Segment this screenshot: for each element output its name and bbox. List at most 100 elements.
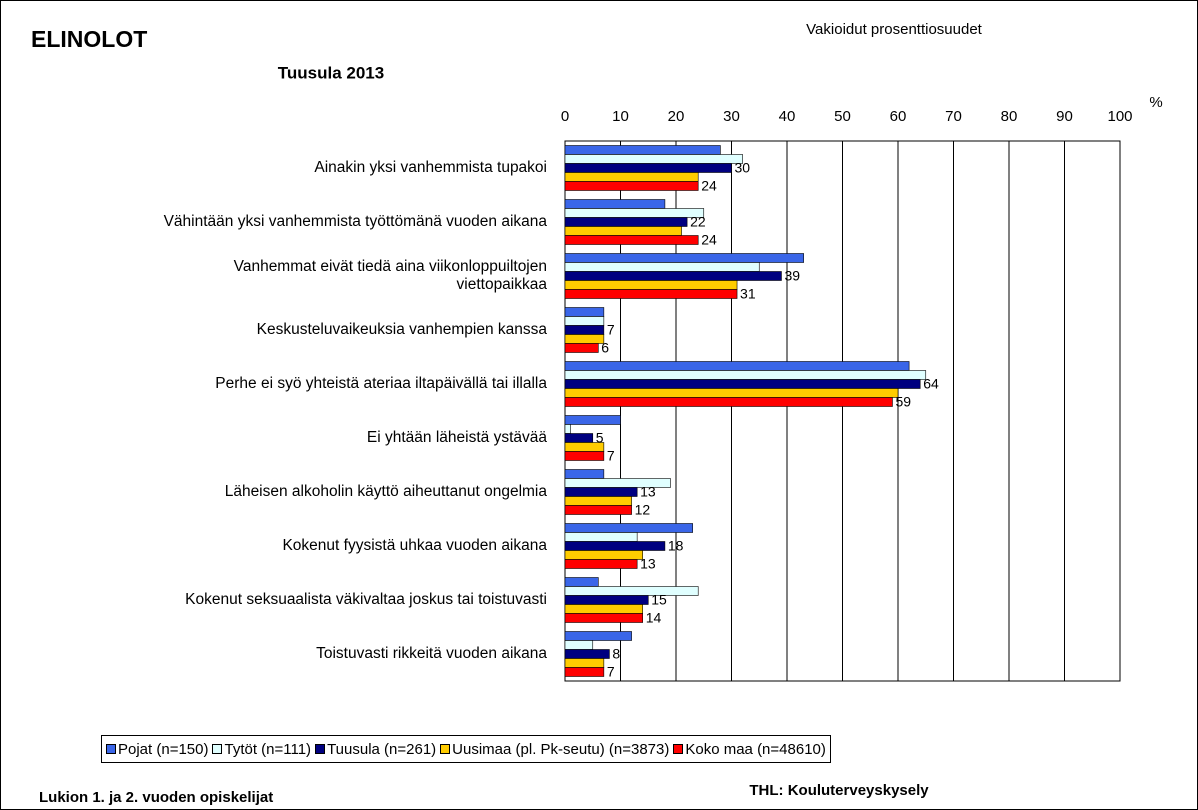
bar (564, 379, 921, 389)
footer-right: THL: Kouluterveyskysely (749, 782, 929, 799)
x-tick-label: 90 (1056, 108, 1073, 125)
bar (564, 424, 571, 434)
legend-item: Uusimaa (pl. Pk-seutu) (n=3873) (440, 741, 669, 758)
bar (564, 262, 760, 272)
category-label: Läheisen alkoholin käyttö aiheuttanut on… (224, 483, 547, 500)
note: Vakioidut prosenttiosuudet (806, 21, 983, 38)
x-tick-label: 20 (668, 108, 685, 125)
bar (564, 217, 688, 227)
bar (564, 433, 594, 443)
legend-item: Koko maa (n=48610) (673, 741, 826, 758)
legend: Pojat (n=150) Tytöt (n=111) Tuusula (n=261… (101, 735, 831, 763)
category-label: Keskusteluvaikeuksia vanhempien kanssa (256, 321, 547, 338)
bar (564, 280, 738, 290)
footer-left: Lukion 1. ja 2. vuoden opiskelijat (39, 789, 273, 806)
bar (564, 388, 899, 398)
bar (564, 667, 605, 677)
data-label: 13 (640, 484, 656, 500)
legend-swatch (212, 744, 223, 754)
data-label: 64 (923, 376, 939, 392)
category-label: Kokenut seksuaalista väkivaltaa joskus t… (185, 591, 547, 608)
data-label: 14 (646, 610, 662, 626)
bar (564, 307, 605, 317)
category-label: Ainakin yksi vanhemmista tupakoi (314, 159, 547, 176)
x-tick-label: 70 (945, 108, 962, 125)
bar (564, 145, 721, 155)
data-label: 6 (601, 340, 609, 356)
bar (564, 226, 682, 236)
bar (564, 550, 643, 560)
legend-label: Uusimaa (pl. Pk-seutu) (n=3873) (452, 740, 670, 758)
legend-label: Tytöt (n=111) (224, 740, 312, 758)
data-label: 7 (607, 448, 615, 464)
bar (564, 586, 699, 596)
bar (564, 469, 605, 479)
bar (564, 289, 738, 299)
bar (564, 442, 605, 452)
category-label: Perhe ei syö yhteistä ateriaa iltapäiväl… (215, 375, 547, 392)
bar (564, 253, 804, 263)
x-tick-label: 0 (561, 108, 569, 125)
x-tick-label: 100 (1107, 108, 1132, 125)
bar (564, 415, 621, 425)
bar (564, 640, 594, 650)
legend-swatch (673, 744, 684, 754)
bar (564, 181, 699, 191)
category-label: Vanhemmat eivät tiedä aina viikonloppuil… (233, 258, 547, 293)
bar (564, 172, 699, 182)
bar (564, 604, 643, 614)
x-tick-label: 60 (890, 108, 907, 125)
bar (564, 505, 632, 515)
bar (564, 496, 632, 506)
data-label: 12 (635, 502, 651, 518)
data-label: 18 (668, 538, 684, 554)
bar (564, 541, 666, 551)
bar (564, 343, 599, 353)
bar (564, 595, 649, 605)
data-label: 5 (596, 430, 604, 446)
bar (564, 199, 666, 209)
axis-label: % (1149, 94, 1162, 111)
legend-swatch (440, 744, 451, 754)
bar (564, 559, 638, 569)
bar (564, 532, 638, 542)
data-label: 8 (612, 646, 620, 662)
legend-label: Pojat (n=150) (118, 740, 209, 758)
x-tick-label: 80 (1001, 108, 1018, 125)
bar (564, 370, 927, 380)
bar (564, 658, 605, 668)
legend-label: Tuusula (n=261) (327, 740, 437, 758)
legend-label: Koko maa (n=48610) (685, 740, 826, 758)
plot-frame (564, 140, 1121, 682)
legend-swatch (315, 744, 326, 754)
category-label: Toistuvasti rikkeitä vuoden aikana (316, 645, 547, 662)
subtitle: Tuusula 2013 (278, 63, 384, 82)
bar (564, 487, 638, 497)
bar (564, 577, 599, 587)
data-label: 24 (701, 178, 717, 194)
data-label: 59 (895, 394, 911, 410)
bar (564, 325, 605, 335)
x-tick-label: 30 (723, 108, 740, 125)
bar (564, 451, 605, 461)
bar (564, 613, 643, 623)
bar (564, 154, 743, 164)
chart-title: ELINOLOT (31, 26, 147, 52)
data-label: 22 (690, 214, 706, 230)
bar (564, 316, 605, 326)
bar (564, 334, 605, 344)
data-label: 31 (740, 286, 756, 302)
legend-item: Pojat (n=150) (106, 741, 208, 758)
bar (564, 649, 610, 659)
bar (564, 631, 632, 641)
bar (564, 397, 893, 407)
x-tick-label: 10 (612, 108, 629, 125)
bar (564, 208, 705, 218)
bar (564, 361, 910, 371)
data-label: 7 (607, 664, 615, 680)
category-label: Kokenut fyysistä uhkaa vuoden aikana (282, 537, 547, 554)
data-label: 24 (701, 232, 717, 248)
legend-swatch (106, 744, 116, 754)
